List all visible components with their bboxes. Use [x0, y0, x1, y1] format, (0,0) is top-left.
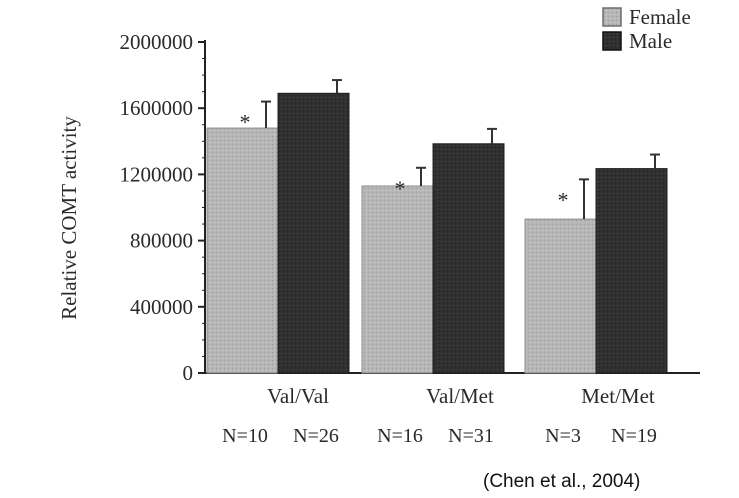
- bar-female-met-met: [524, 218, 597, 374]
- bar-male-val-met: [432, 143, 505, 374]
- legend-swatch-female: [602, 7, 622, 27]
- significance-marker: *: [240, 110, 251, 135]
- bar-female-val-met: [361, 185, 434, 374]
- y-tick-label: 2000000: [120, 30, 194, 54]
- category-label: Met/Met: [581, 384, 655, 408]
- n-label: N=19: [611, 425, 657, 447]
- bar-female-val-val: [206, 127, 279, 374]
- n-label: N=3: [545, 425, 581, 447]
- n-label: N=31: [448, 425, 494, 447]
- category-label: Val/Val: [267, 384, 329, 408]
- y-tick-label: 1600000: [120, 96, 194, 120]
- n-label: N=26: [293, 425, 339, 447]
- legend-swatch-male: [602, 31, 622, 51]
- y-tick-label: 400000: [130, 295, 193, 319]
- bar-male-val-val: [277, 92, 350, 374]
- y-tick-label: 1200000: [120, 162, 194, 186]
- x-axis-labels: N=10 N=26 Val/Val N=16 N=31 Val/Met N=3 N=19 Met…: [222, 384, 657, 447]
- significance-marker: *: [558, 187, 569, 212]
- n-label: N=16: [377, 425, 423, 447]
- category-label: Val/Met: [426, 384, 494, 408]
- y-tick-label: 0: [183, 361, 194, 385]
- significance-marker: *: [395, 176, 406, 201]
- legend-label-female: Female: [629, 5, 691, 29]
- bars-group: * * *: [206, 79, 668, 374]
- y-axis-label: Relative COMT activity: [57, 116, 81, 320]
- legend-label-male: Male: [629, 29, 672, 53]
- bar-male-met-met: [595, 168, 668, 374]
- citation: (Chen et al., 2004): [483, 471, 640, 492]
- y-tick-label: 800000: [130, 229, 193, 253]
- n-label: N=10: [222, 425, 268, 447]
